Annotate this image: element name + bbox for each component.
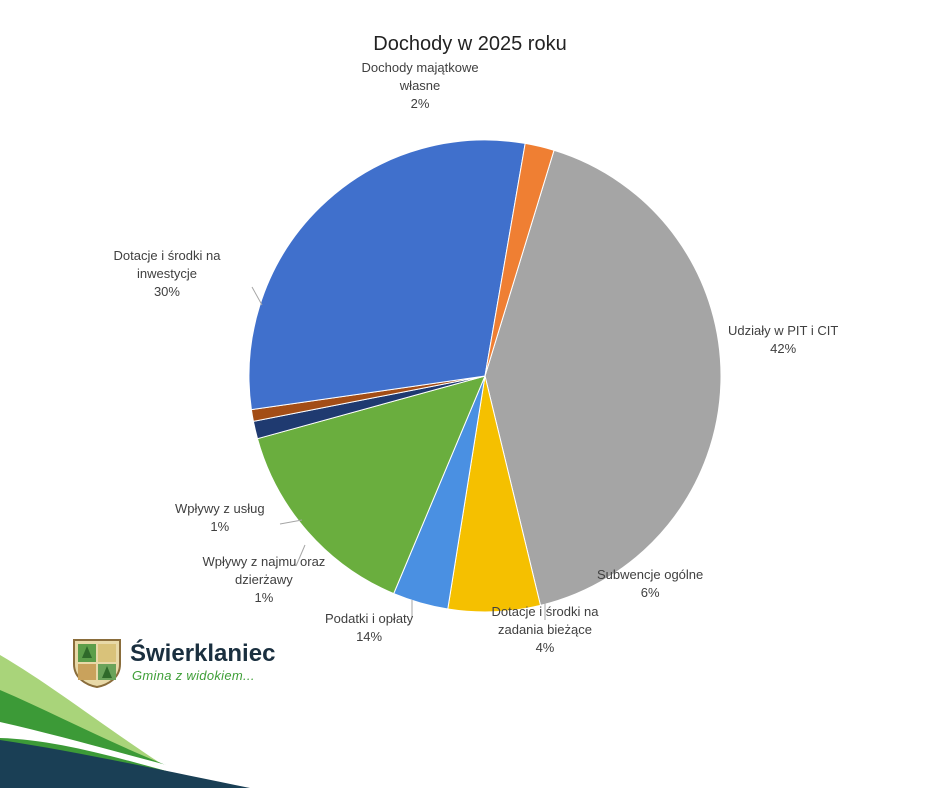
leader-line [251, 286, 263, 306]
slice-label: Subwencje ogólne 6% [597, 566, 703, 602]
leader-line [295, 544, 306, 567]
slice-label-text: Subwencje ogólne [597, 567, 704, 582]
slice-label-text: dzierżawy [235, 572, 293, 587]
slice-percent: 6% [640, 585, 660, 600]
slice-percent: 4% [535, 640, 555, 655]
pie-slice [484, 149, 722, 606]
slice-label-text: inwestycje [136, 266, 197, 281]
white-wave [0, 722, 260, 788]
coat-of-arms-icon [73, 639, 121, 688]
slice-label-text: Dotacje i środki na [113, 248, 221, 263]
slice-label-text: Dotacje i środki na [491, 604, 599, 619]
slice-label: Podatki i opłaty 14% [325, 610, 413, 646]
slice-label-text: Dochody majątkowe [361, 60, 479, 75]
slice-label-text: Podatki i opłaty [325, 611, 414, 626]
slice-label-text: Udziały w PIT i CIT [728, 323, 839, 338]
slice-percent: 1% [210, 519, 230, 534]
slice-label-text: własne [399, 78, 441, 93]
slice-label: Dochody majątkowe własne 2% [362, 59, 479, 113]
slice-label: Dotacje i środki na zadania bieżące 4% [492, 603, 599, 657]
slice-label: Wpływy z usług 1% [175, 500, 265, 536]
slice-label: Wpływy z najmu oraz dzierżawy 1% [203, 553, 326, 607]
slice-percent: 42% [770, 341, 797, 356]
pie-slice [256, 375, 486, 595]
slice-percent: 30% [153, 284, 180, 299]
logo-name: Świerklaniec [130, 640, 276, 667]
pie-slice [248, 139, 526, 411]
slice-label: Dotacje i środki na inwestycje 30% [114, 247, 221, 301]
chart-title: Dochody w 2025 roku [373, 33, 567, 55]
slice-label-text: Wpływy z najmu oraz [202, 554, 326, 569]
dark-wave [0, 740, 250, 788]
slice-label: Udziały w PIT i CIT 42% [728, 322, 838, 358]
leader-line [279, 519, 303, 525]
slice-percent: 14% [356, 629, 383, 644]
pie-slice [484, 142, 555, 377]
slice-label-text: zadania bieżące [497, 622, 592, 637]
logo-tagline: Gmina z widokiem... [132, 668, 255, 683]
slice-label-text: Wpływy z usług [175, 501, 265, 516]
slice-percent: 2% [410, 96, 430, 111]
logo: Świerklaniec Gmina z widokiem... [70, 634, 275, 690]
slice-percent: 1% [254, 590, 274, 605]
